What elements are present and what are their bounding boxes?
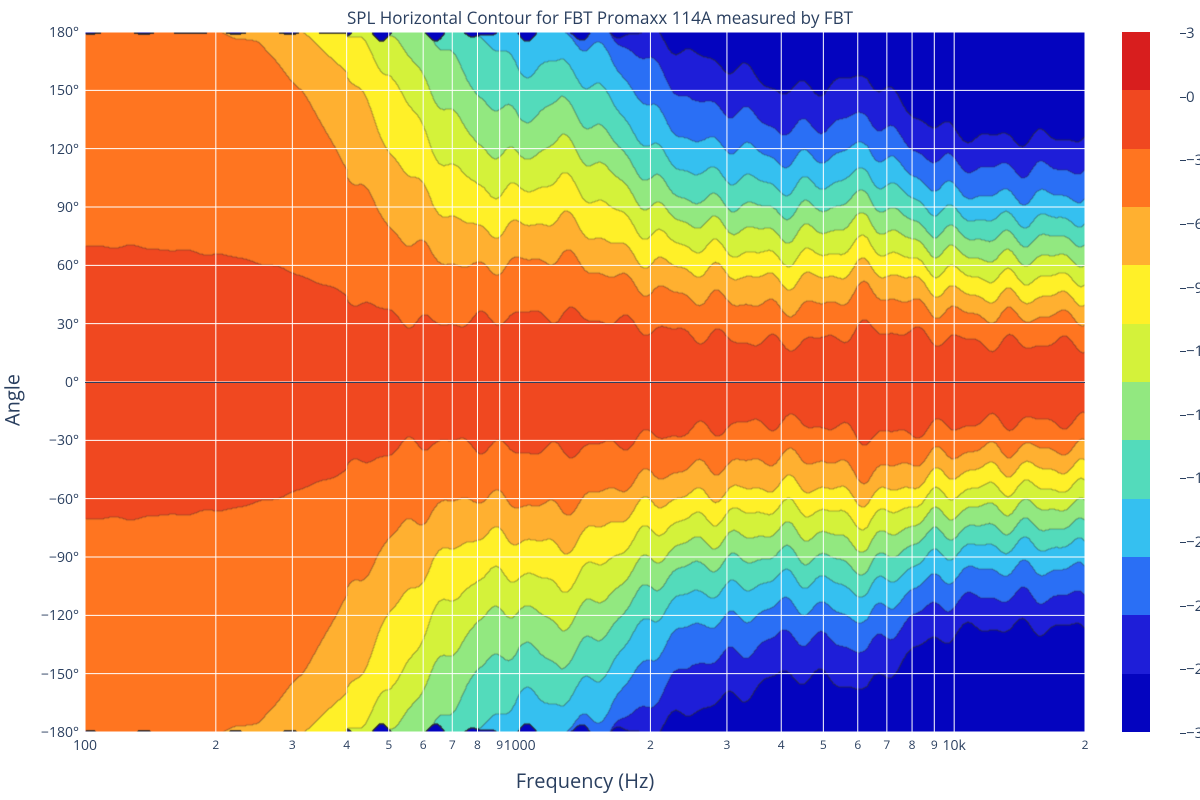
colorbar-tick: 3 [1186,23,1195,43]
colorbar-swatch [1122,382,1150,440]
x-tick-minor: 7 [879,736,895,753]
x-tick-minor: 3 [719,736,735,753]
colorbar-swatch [1122,265,1150,323]
x-tick-minor: 3 [284,736,300,753]
y-tick: 30° [57,315,79,334]
y-tick: −30° [49,431,79,450]
y-tick: 60° [57,256,79,275]
plot-area [85,32,1085,732]
colorbar-tick: 0 [1186,87,1195,107]
colorbar-swatch [1122,440,1150,498]
y-tick: −60° [49,490,79,509]
x-tick-minor: 4 [339,736,355,753]
colorbar-swatch [1122,674,1150,732]
colorbar-tick: −9 [1186,278,1200,298]
x-tick-minor: 5 [381,736,397,753]
colorbar-swatch [1122,615,1150,673]
y-axis-label: Angle [0,374,26,426]
x-tick-minor: 2 [642,736,658,753]
colorbar-tick: −3 [1186,150,1200,170]
colorbar-swatch [1122,557,1150,615]
y-tick: 90° [57,198,79,217]
y-tick: 180° [49,23,79,42]
x-tick-minor: 2 [1077,736,1093,753]
colorbar-swatch [1122,149,1150,207]
x-tick-minor: 8 [469,736,485,753]
colorbar-tick: −27 [1186,659,1200,679]
x-tick-minor: 7 [444,736,460,753]
x-tick-minor: 9 [492,736,508,753]
x-tick-minor: 6 [850,736,866,753]
colorbar-tick: −6 [1186,214,1200,234]
y-tick: 150° [49,81,79,100]
x-tick-minor: 4 [773,736,789,753]
chart-title: SPL Horizontal Contour for FBT Promaxx 1… [0,6,1200,29]
colorbar-swatch [1122,207,1150,265]
x-tick-minor: 5 [815,736,831,753]
x-axis-label: Frequency (Hz) [85,767,1085,794]
x-tick-minor: 8 [904,736,920,753]
y-tick: −90° [49,548,79,567]
colorbar [1122,32,1150,732]
y-tick: 0° [65,373,79,392]
colorbar-tick: −15 [1186,405,1200,425]
colorbar-tick: −21 [1186,532,1200,552]
colorbar-tick: −18 [1186,468,1200,488]
x-tick-major: 100 [65,736,105,755]
colorbar-swatch [1122,90,1150,148]
y-tick: 120° [49,140,79,159]
x-tick-minor: 6 [415,736,431,753]
colorbar-swatch [1122,32,1150,90]
colorbar-tick: −30 [1186,723,1200,743]
spl-contour-chart: SPL Horizontal Contour for FBT Promaxx 1… [0,0,1200,800]
y-tick: −150° [41,665,79,684]
colorbar-swatch [1122,499,1150,557]
colorbar-tick: −12 [1186,341,1200,361]
x-tick-minor: 9 [926,736,942,753]
x-tick-minor: 2 [208,736,224,753]
colorbar-swatch [1122,324,1150,382]
y-tick: −120° [41,606,79,625]
zero-angle-line [85,382,1085,383]
colorbar-tick: −24 [1186,596,1200,616]
